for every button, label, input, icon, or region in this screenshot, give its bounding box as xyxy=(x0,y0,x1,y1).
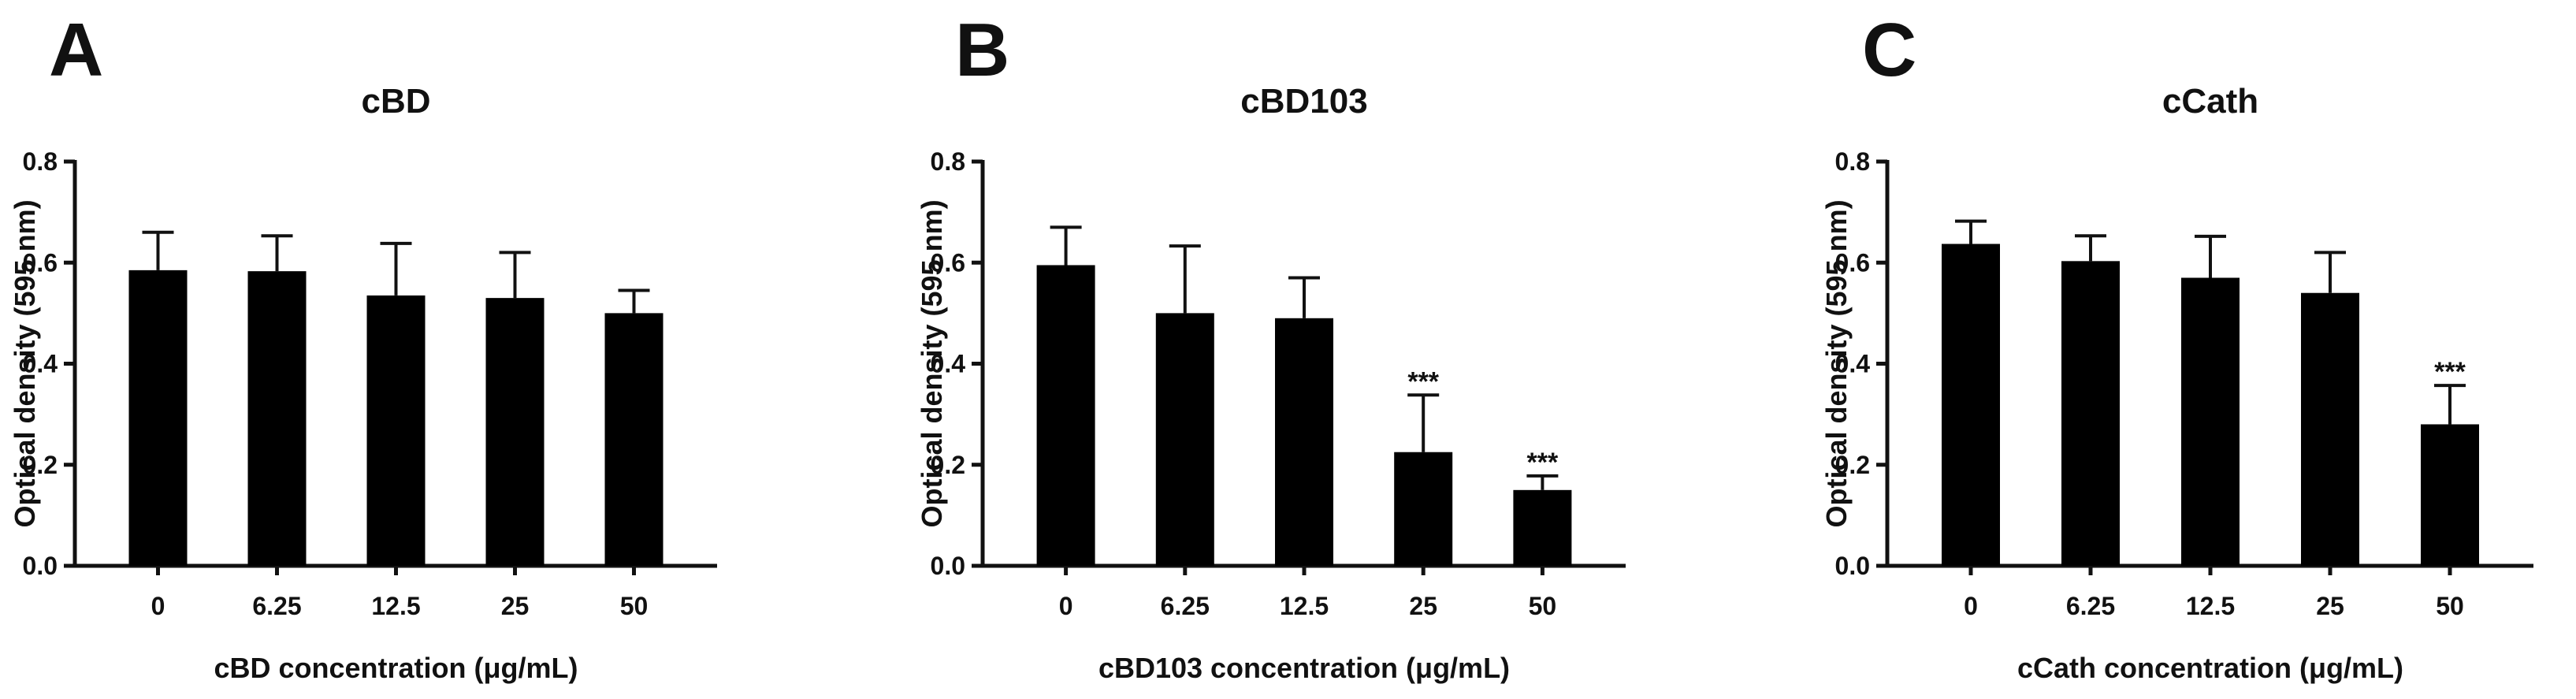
y-tick-label-c-1: 0.2 xyxy=(1835,451,1870,479)
y-tick-label-a-3: 0.6 xyxy=(23,248,58,277)
bar-a-3 xyxy=(485,298,545,566)
y-axis-label-a: Optical density (595 nm) xyxy=(9,199,41,527)
chart-title-a: cBD xyxy=(361,82,430,121)
panel-letter-c: C xyxy=(1862,8,1916,92)
y-tick-label-b-3: 0.6 xyxy=(931,248,965,277)
panel-letter-a: A xyxy=(49,8,103,92)
x-tick-label-a-3: 25 xyxy=(501,592,530,620)
x-tick-label-b-3: 25 xyxy=(1409,592,1437,620)
bar-b-2 xyxy=(1275,318,1333,566)
y-tick-label-b-4: 0.8 xyxy=(931,147,965,176)
y-tick-label-a-0: 0.0 xyxy=(23,552,58,580)
bar-c-3 xyxy=(2301,292,2359,566)
y-tick-label-a-1: 0.2 xyxy=(23,451,58,479)
bar-a-1 xyxy=(247,271,307,566)
bar-c-0 xyxy=(1942,244,2000,566)
y-axis-label-c: Optical density (595 nm) xyxy=(1820,199,1853,527)
x-tick-label-a-2: 12.5 xyxy=(371,592,420,620)
x-tick-label-a-4: 50 xyxy=(620,592,649,620)
y-tick-label-c-2: 0.4 xyxy=(1835,350,1871,378)
x-tick-label-b-4: 50 xyxy=(1529,592,1557,620)
x-tick-label-c-0: 0 xyxy=(1964,592,1978,620)
bar-c-4 xyxy=(2421,424,2479,566)
bar-b-4 xyxy=(1513,489,1572,566)
panel-letter-b: B xyxy=(955,8,1009,92)
y-tick-label-a-2: 0.4 xyxy=(23,350,58,378)
significance-label-c-4: *** xyxy=(2434,357,2466,387)
x-tick-label-a-0: 0 xyxy=(151,592,165,620)
bar-b-0 xyxy=(1036,265,1095,566)
x-tick-label-b-2: 12.5 xyxy=(1280,592,1329,620)
x-tick-label-a-1: 6.25 xyxy=(252,592,301,620)
y-tick-label-b-0: 0.0 xyxy=(931,552,965,580)
bar-c-2 xyxy=(2181,277,2240,566)
significance-label-b-4: *** xyxy=(1527,448,1559,478)
chart-title-b: cBD103 xyxy=(1240,82,1367,121)
chart-title-c: cCath xyxy=(2162,82,2258,121)
x-axis-label-c: cCath concentration (μg/mL) xyxy=(2017,652,2403,684)
y-tick-label-a-4: 0.8 xyxy=(23,147,58,176)
x-axis-label-a: cBD concentration (μg/mL) xyxy=(214,652,578,684)
y-tick-label-c-0: 0.0 xyxy=(1835,552,1870,580)
significance-label-b-3: *** xyxy=(1407,366,1439,396)
y-tick-label-b-1: 0.2 xyxy=(931,451,965,479)
x-tick-label-c-3: 25 xyxy=(2316,592,2344,620)
bar-a-0 xyxy=(128,270,188,566)
y-axis-label-b: Optical density (595 nm) xyxy=(916,199,948,527)
bar-b-1 xyxy=(1155,313,1214,566)
y-tick-label-b-2: 0.4 xyxy=(931,350,966,378)
x-tick-label-c-4: 50 xyxy=(2436,592,2464,620)
y-tick-label-c-3: 0.6 xyxy=(1835,248,1870,277)
y-tick-label-c-4: 0.8 xyxy=(1835,147,1870,176)
x-tick-label-b-1: 6.25 xyxy=(1161,592,1210,620)
bar-a-4 xyxy=(604,313,664,566)
x-tick-label-c-2: 12.5 xyxy=(2186,592,2235,620)
x-tick-label-c-1: 6.25 xyxy=(2066,592,2115,620)
x-axis-label-b: cBD103 concentration (μg/mL) xyxy=(1098,652,1510,684)
x-tick-label-b-0: 0 xyxy=(1059,592,1073,620)
bar-a-2 xyxy=(366,295,426,566)
bar-b-3 xyxy=(1394,452,1453,566)
bar-c-1 xyxy=(2061,261,2120,566)
